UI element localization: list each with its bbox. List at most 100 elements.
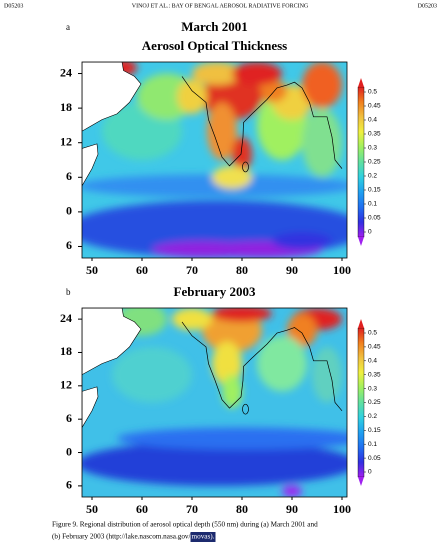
- colorbar-label: 0.5: [368, 330, 377, 337]
- x-tick-label: 70: [186, 502, 198, 516]
- colorbar-label: 0.1: [368, 441, 377, 448]
- x-tick-label: 60: [136, 502, 148, 516]
- aod-blob: [172, 308, 212, 331]
- colorbar-label: 0: [368, 469, 372, 476]
- panel-title: March 2001: [181, 19, 248, 34]
- map-panel: a March 2001 Aerosol Optical Thickness 24 18…: [60, 19, 381, 277]
- x-tick-label: 50: [86, 263, 98, 277]
- aod-blob: [257, 79, 287, 103]
- aod-blob: [212, 308, 272, 322]
- aod-blob: [222, 374, 242, 409]
- x-tick-label: 90: [286, 263, 298, 277]
- colorbar-bottom: [358, 237, 364, 246]
- y-tick-label: 12: [60, 378, 72, 392]
- land-arabia: [82, 62, 142, 132]
- land-africa: [82, 143, 99, 187]
- aod-field: [82, 308, 347, 497]
- caption-line: Figure 9. Regional distribution of aeros…: [52, 521, 318, 529]
- x-tick-label: 50: [86, 502, 98, 516]
- panel-label: a: [66, 22, 70, 32]
- y-tick-label: 24: [60, 65, 72, 79]
- panel-title: Aerosol Optical Thickness: [142, 38, 287, 53]
- colorbar-label: 0: [368, 229, 372, 236]
- coastline: [181, 321, 343, 412]
- colorbar-label: 0.4: [368, 358, 377, 365]
- colorbar-label: 0.25: [368, 159, 381, 166]
- colorbar-label: 0.25: [368, 399, 381, 406]
- x-tick-label: 90: [286, 502, 298, 516]
- panel-title: February 2003: [174, 284, 256, 299]
- y-tick-label: 6: [66, 169, 72, 183]
- aod-blob: [257, 335, 307, 392]
- aod-field: [82, 62, 347, 258]
- aod-blob: [282, 485, 302, 497]
- header-right: D05203: [418, 3, 437, 9]
- aod-blob: [207, 102, 237, 160]
- colorbar-label: 0.15: [368, 427, 381, 434]
- aod-blob: [82, 441, 347, 486]
- y-tick-label: 24: [60, 311, 72, 325]
- sri-lanka: [242, 161, 249, 173]
- y-tick-label: 6: [66, 238, 72, 252]
- land-africa: [82, 386, 99, 429]
- colorbar-label: 0.15: [368, 187, 381, 194]
- x-tick-label: 60: [136, 263, 148, 277]
- y-tick-label: 18: [60, 344, 72, 358]
- colorbar-label: 0.2: [368, 173, 377, 180]
- sri-lanka: [242, 403, 249, 415]
- y-tick-label: 12: [60, 134, 72, 148]
- x-tick-label: 100: [333, 263, 351, 277]
- x-tick-label: 80: [236, 263, 248, 277]
- colorbar-label: 0.4: [368, 117, 377, 124]
- selection-highlight: [190, 532, 216, 542]
- aod-blob: [302, 108, 342, 178]
- colorbar-label: 0.45: [368, 103, 381, 110]
- aod-blob: [232, 62, 282, 86]
- colorbar-label: 0.05: [368, 455, 381, 462]
- colorbar: [357, 327, 365, 478]
- y-tick-label: 0: [66, 444, 72, 458]
- colorbar-label: 0.3: [368, 145, 377, 152]
- y-tick-label: 6: [66, 478, 72, 492]
- colorbar-label: 0.05: [368, 215, 381, 222]
- colorbar-label: 0.3: [368, 385, 377, 392]
- colorbar-top: [358, 78, 364, 87]
- aod-blob: [177, 79, 207, 114]
- caption-link[interactable]: movas).: [192, 533, 215, 541]
- aod-blob: [192, 62, 242, 86]
- y-tick-label: 0: [66, 204, 72, 218]
- colorbar-label: 0.35: [368, 371, 381, 378]
- x-tick-label: 80: [236, 502, 248, 516]
- map-frame: [81, 61, 348, 259]
- colorbar-label: 0.1: [368, 201, 377, 208]
- aod-blob: [302, 62, 342, 109]
- colorbar-label: 0.45: [368, 344, 381, 351]
- aod-blob: [312, 346, 342, 403]
- colorbar-label: 0.5: [368, 89, 377, 96]
- land-arabia: [82, 308, 142, 376]
- y-tick-label: 6: [66, 411, 72, 425]
- colorbar: [357, 86, 365, 238]
- aod-blob: [212, 341, 242, 386]
- colorbar-label: 0.2: [368, 413, 377, 420]
- header-left: D05203: [4, 3, 23, 9]
- colorbar-label: 0.35: [368, 131, 381, 138]
- caption-line: (b) February 2003 (http://lake.nascom.na…: [52, 533, 191, 541]
- coastline: [181, 76, 343, 169]
- x-tick-label: 70: [186, 263, 198, 277]
- map-frame: [81, 307, 348, 498]
- aod-blob: [232, 136, 252, 172]
- colorbar-top: [358, 319, 364, 328]
- aod-blob: [287, 313, 317, 347]
- y-tick-label: 18: [60, 100, 72, 114]
- panel-label: b: [66, 287, 71, 297]
- aod-blob: [212, 165, 252, 189]
- aod-blob: [112, 346, 192, 403]
- header-center: VINOJ ET AL.: BAY OF BENGAL AEROSOL RADI…: [132, 3, 309, 9]
- aod-blob: [272, 232, 332, 250]
- x-tick-label: 100: [333, 502, 351, 516]
- aod-blob: [82, 174, 347, 198]
- aod-blobs: [82, 62, 347, 258]
